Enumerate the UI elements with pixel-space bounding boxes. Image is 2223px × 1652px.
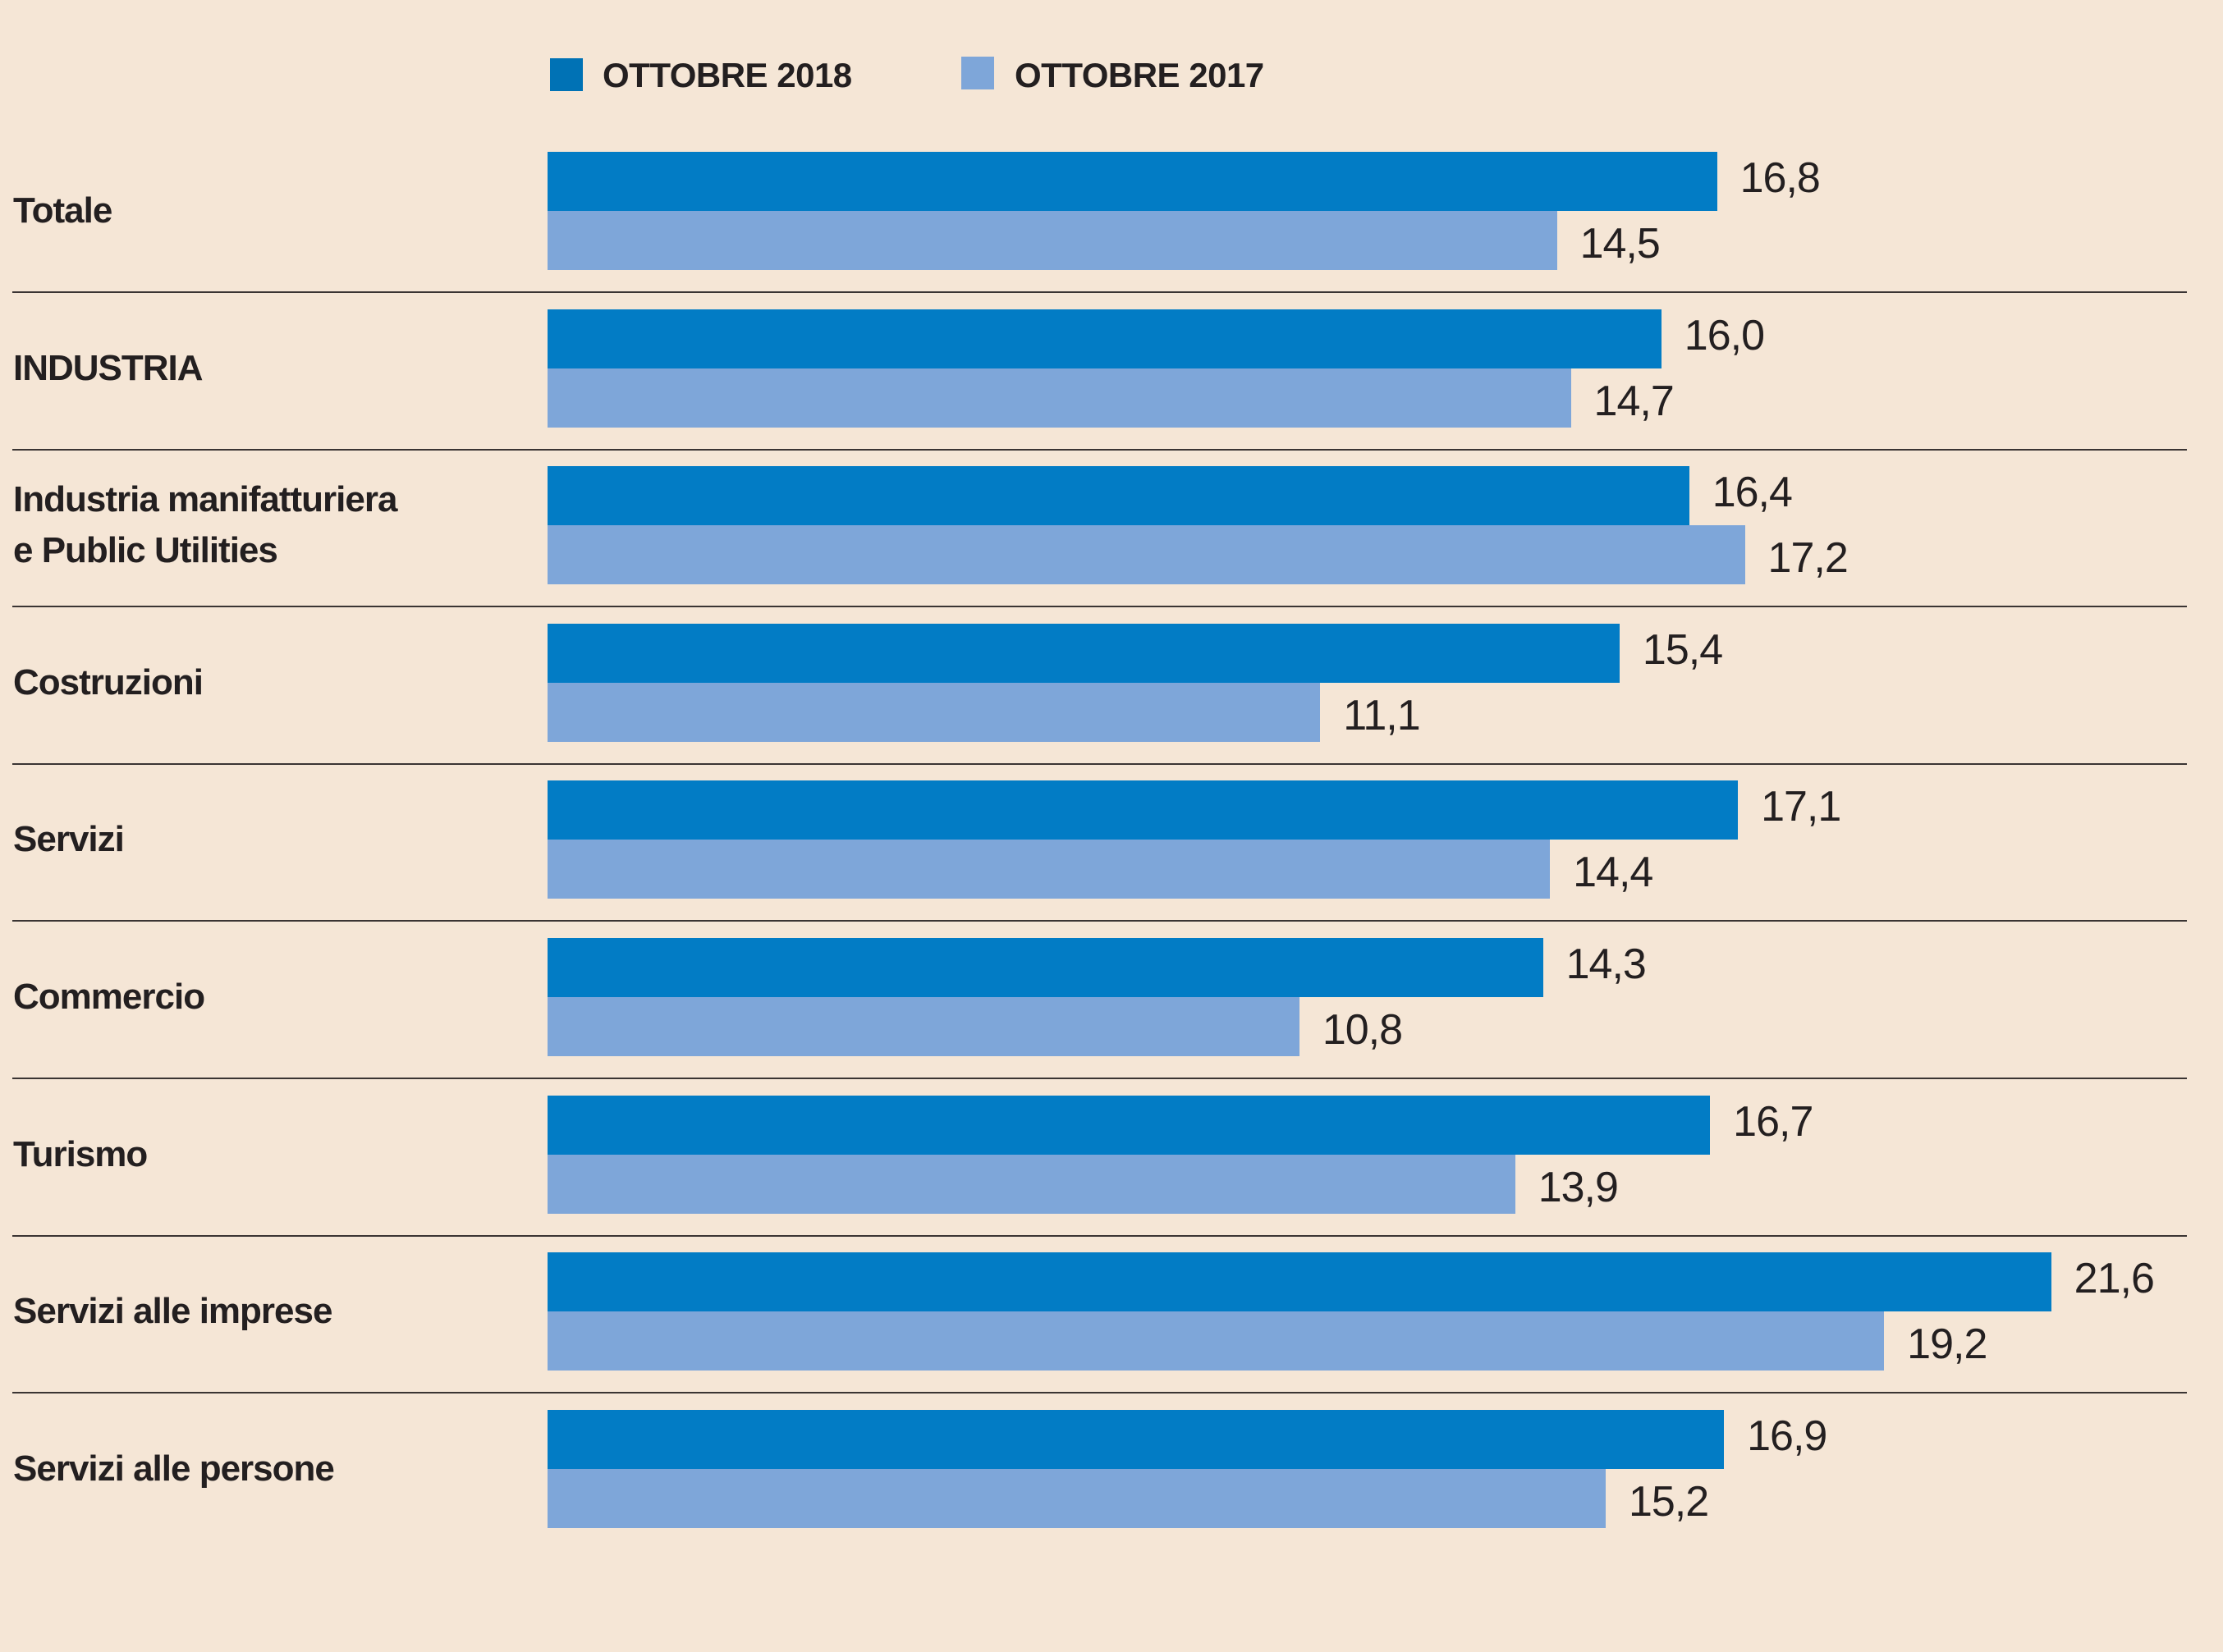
row-divider [12,291,2187,293]
bar-2017 [548,1468,1606,1528]
category-label-line: Servizi alle imprese [13,1291,332,1332]
category-label-line: e Public Utilities [13,530,278,571]
category-label: Servizi alle imprese [13,1286,332,1337]
value-label: 16,4 [1712,469,1793,517]
value-label: 14,3 [1565,940,1647,988]
row-divider [12,762,2187,765]
value-label: 16,8 [1739,154,1821,202]
category-label: Costruzioni [13,657,204,708]
value-label: 16,7 [1733,1097,1813,1146]
category-label-line: Costruzioni [13,661,204,702]
value-label: 14,5 [1579,220,1661,268]
bar-2017 [548,525,1745,585]
category-label: Turismo [13,1129,148,1180]
row-divider [12,1234,2187,1237]
row-divider [12,606,2187,608]
value-label: 16,9 [1747,1412,1827,1460]
value-label: 14,4 [1573,849,1653,897]
category-label: Totale [13,185,112,236]
bar-2017 [548,1311,1885,1371]
value-label: 15,4 [1642,625,1723,674]
bar-2018 [548,466,1689,526]
category-label: Servizi [13,814,125,865]
legend-swatch-2017 [961,57,994,89]
category-label-line: Servizi alle persone [13,1448,335,1489]
bar-2018 [548,623,1620,683]
row-divider [12,448,2187,451]
legend-label-2018: OTTOBRE 2018 [603,56,852,94]
bar-2018 [548,938,1543,997]
value-label: 19,2 [1907,1320,1987,1369]
value-label: 11,1 [1343,691,1420,739]
value-label: 17,2 [1767,534,1849,583]
value-label: 16,0 [1684,311,1765,359]
legend-swatch-2018 [550,58,583,91]
value-label: 17,1 [1761,783,1841,831]
bar-2018 [548,1409,1725,1469]
category-label: Commercio [13,972,205,1023]
value-label: 10,8 [1322,1006,1403,1054]
value-label: 13,9 [1538,1163,1619,1211]
category-label-line: Commercio [13,977,205,1017]
category-label-line: Industria manifatturiera [13,479,397,520]
category-label-line: Totale [13,190,112,231]
bar-2018 [548,152,1717,211]
row-divider [12,1392,2187,1394]
value-label: 14,7 [1593,377,1675,425]
value-label: 15,2 [1628,1477,1709,1526]
category-label: Servizi alle persone [13,1444,335,1494]
bar-2017 [548,682,1321,742]
bar-2018 [548,780,1739,840]
bar-2017 [548,997,1299,1056]
bar-2017 [548,1154,1515,1214]
bar-2017 [548,368,1571,428]
bar-2018 [548,309,1662,368]
legend-label-2017: OTTOBRE 2017 [1015,56,1264,94]
category-label-line: Turismo [13,1133,148,1174]
category-label: Industria manifatturiera e Public Utiliti… [13,474,397,576]
row-divider [12,1078,2187,1079]
row-divider [12,920,2187,922]
bar-2017 [548,211,1557,270]
value-label: 21,6 [2074,1255,2155,1303]
bar-2017 [548,840,1551,899]
bar-2018 [548,1095,1711,1155]
category-label: INDUSTRIA [13,343,204,394]
category-label-line: INDUSTRIA [13,347,204,388]
bar-2018 [548,1252,2051,1312]
category-label-line: Servizi [13,819,125,860]
